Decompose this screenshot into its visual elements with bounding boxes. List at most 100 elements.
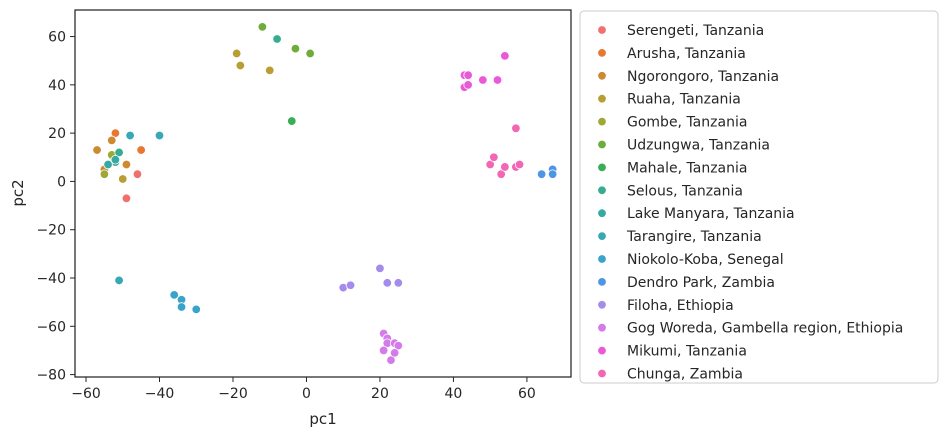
scatter-point: [485, 159, 495, 170]
legend-label: Arusha, Tanzania: [627, 46, 746, 62]
x-tick-label: 40: [445, 386, 463, 402]
legend-marker: [597, 254, 607, 264]
legend-label: Ngorongoro, Tanzania: [627, 69, 779, 85]
legend-marker: [597, 208, 607, 218]
scatter-point: [103, 159, 113, 170]
legend-marker: [597, 300, 607, 310]
y-tick-label: −40: [36, 271, 66, 287]
scatter-point: [257, 22, 268, 32]
scatter-point: [114, 147, 124, 158]
y-tick-label: 0: [57, 174, 66, 190]
x-tick-label: −40: [145, 386, 175, 402]
y-tick-label: −60: [36, 319, 66, 335]
x-tick-label: −60: [71, 386, 101, 402]
legend-label: Filoha, Ethiopia: [627, 298, 734, 314]
y-tick-label: 60: [48, 30, 66, 46]
scatter-point: [463, 80, 473, 90]
legend-marker: [597, 48, 607, 58]
legend-label: Udzungwa, Tanzania: [627, 138, 770, 154]
legend-label: Selous, Tanzania: [627, 183, 743, 199]
scatter-point: [389, 348, 400, 358]
legend-label: Mikumi, Tanzania: [627, 344, 747, 360]
x-axis-label: pc1: [309, 410, 336, 428]
legend-marker: [597, 185, 607, 196]
scatter-point: [536, 169, 547, 179]
scatter-point: [489, 152, 499, 162]
scatter-point: [478, 75, 488, 85]
scatter-point: [92, 145, 102, 155]
legend-marker: [597, 323, 607, 333]
scatter-point: [191, 304, 201, 315]
scatter-point: [547, 169, 558, 179]
data-points: [92, 22, 558, 365]
scatter-point: [110, 154, 121, 165]
y-tick-label: −20: [36, 223, 66, 239]
x-axis-ticks: −60 −40 −20 0 20 40 60: [71, 377, 536, 402]
scatter-point: [121, 159, 132, 170]
legend-label: Dendro Park, Zambia: [627, 275, 775, 291]
x-tick-label: 60: [518, 386, 536, 402]
legend-label: Mahale, Tanzania: [627, 160, 747, 176]
legend-marker: [597, 345, 607, 356]
legend-marker: [597, 116, 607, 127]
x-tick-label: −20: [218, 386, 248, 402]
legend-marker: [597, 25, 607, 35]
legend-label: Tarangire, Tanzania: [626, 229, 762, 245]
scatter-point: [110, 128, 121, 138]
scatter-point: [125, 130, 135, 141]
scatter-point: [132, 169, 143, 179]
scatter-point: [500, 51, 510, 61]
legend-marker: [597, 162, 607, 173]
scatter-point: [118, 174, 128, 184]
scatter-point: [290, 43, 301, 54]
legend-label: Gombe, Tanzania: [627, 115, 747, 131]
scatter-point: [496, 169, 506, 179]
x-tick-label: 20: [371, 386, 389, 402]
scatter-point: [154, 130, 165, 141]
legend-marker: [597, 277, 607, 287]
legend-marker: [597, 71, 607, 81]
y-axis-ticks: −80 −60 −40 −20 0 20 40 60: [36, 30, 75, 384]
legend-label: Chunga, Zambia: [627, 367, 743, 383]
scatter-point: [107, 135, 117, 146]
legend-label: Ruaha, Tanzania: [627, 92, 741, 108]
scatter-point: [169, 290, 179, 300]
y-tick-label: 40: [48, 78, 66, 94]
scatter-point: [393, 340, 404, 351]
scatter-point: [345, 280, 356, 290]
scatter-point: [375, 263, 385, 274]
legend-label: Lake Manyara, Tanzania: [627, 206, 795, 222]
scatter-point: [514, 159, 525, 170]
scatter-point: [463, 70, 473, 80]
scatter-point: [136, 145, 146, 155]
legend-frame: [579, 10, 939, 384]
plot-area: [74, 9, 572, 378]
scatter-point: [121, 193, 132, 204]
scatter-point: [99, 169, 110, 179]
legend-marker: [597, 93, 607, 104]
y-tick-label: −80: [36, 368, 66, 384]
legend-label: Niokolo-Koba, Senegal: [627, 252, 784, 268]
scatter-point: [386, 355, 396, 365]
legend-label: Serengeti, Tanzania: [627, 23, 764, 39]
scatter-point: [393, 278, 404, 288]
legend-marker: [597, 231, 607, 241]
scatter-point: [265, 65, 275, 76]
scatter-point: [176, 302, 187, 312]
scatter-point: [287, 116, 297, 126]
legend-label: Gog Woreda, Gambella region, Ethiopia: [627, 321, 903, 337]
scatter-point: [272, 34, 282, 44]
scatter-point: [378, 345, 389, 356]
y-axis-label: pc2: [9, 179, 27, 206]
scatter-point: [511, 123, 521, 134]
scatter-point: [382, 278, 392, 288]
legend-marker: [597, 368, 607, 379]
x-tick-label: 0: [302, 386, 311, 402]
scatter-point: [492, 75, 503, 85]
legend-marker: [597, 139, 607, 150]
scatter-point: [305, 48, 315, 59]
scatter-point: [500, 162, 510, 172]
y-tick-label: 20: [48, 126, 66, 142]
scatter-point: [231, 48, 242, 59]
